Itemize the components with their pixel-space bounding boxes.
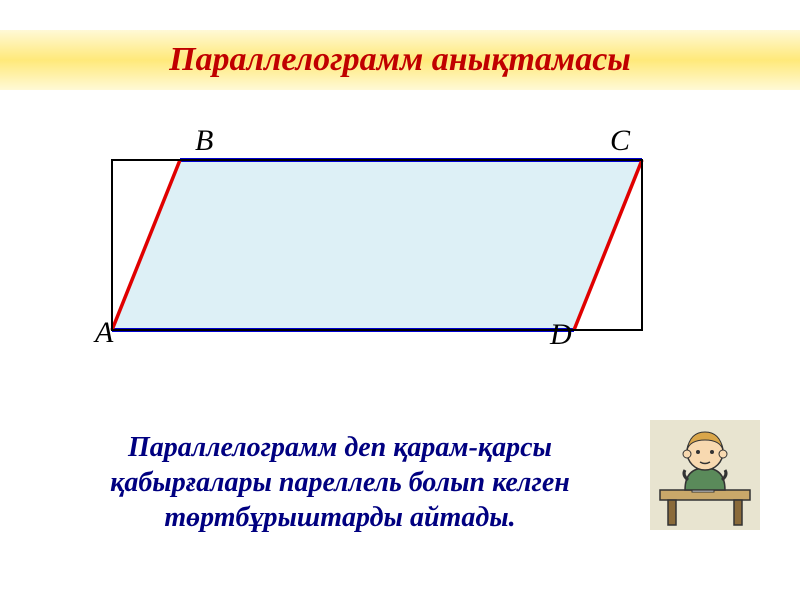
vertex-label-c: C [610,124,630,158]
diagram-svg [100,130,660,360]
title-bar: Параллелограмм анықтамасы [0,30,800,90]
student-cartoon [650,420,760,530]
definition-text: Параллелограмм деп қарам-қарсы қабырғала… [60,430,620,535]
parallelogram-fill [112,160,642,330]
vertex-label-b: B [195,124,213,158]
page-title: Параллелограмм анықтамасы [169,41,631,79]
vertex-label-d: D [550,318,572,352]
vertex-label-a: A [95,316,113,350]
parallelogram-diagram: A B C D [100,130,660,360]
